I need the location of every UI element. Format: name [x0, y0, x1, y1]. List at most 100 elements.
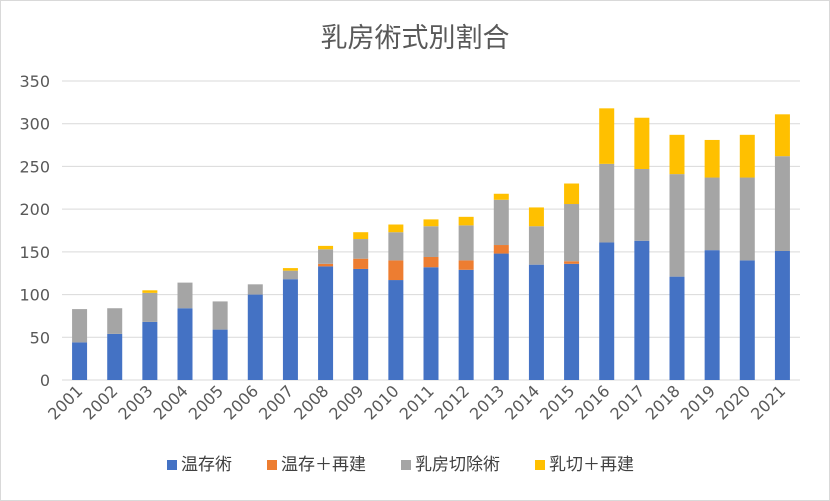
legend-swatch: [267, 460, 277, 470]
bar-segment-2-2021: [774, 156, 790, 252]
y-tick-label: 100: [19, 286, 50, 305]
bar-segment-3-2010: [388, 224, 404, 233]
bar-segment-3-2019: [704, 139, 720, 178]
bar-segment-0-2016: [599, 242, 615, 380]
y-tick-label: 200: [19, 200, 50, 219]
bar-segment-0-2018: [669, 276, 685, 380]
bar-segment-0-2014: [528, 264, 544, 380]
bar-segment-2-2014: [528, 226, 544, 265]
bar-segment-2-2010: [388, 232, 404, 261]
bar-segment-2-2004: [177, 282, 193, 309]
bar-segment-2-2011: [423, 226, 439, 257]
x-tick-label: 2003: [114, 381, 156, 423]
x-tick-label: 2011: [396, 381, 438, 423]
x-tick-label: 2013: [466, 381, 508, 423]
x-tick-label: 2020: [712, 381, 754, 423]
bar-segment-2-2012: [458, 225, 474, 261]
bar-segment-0-2011: [423, 267, 439, 380]
bar-segment-3-2016: [599, 108, 615, 164]
x-tick-label: 2014: [501, 381, 543, 423]
bar-segment-3-2007: [282, 268, 298, 271]
bar-segment-3-2014: [528, 207, 544, 227]
x-tick-label: 2018: [642, 381, 684, 423]
bar-segment-2-2015: [564, 204, 580, 262]
bar-segment-2-2003: [142, 292, 158, 322]
x-tick-label: 2019: [677, 381, 719, 423]
x-tick-label: 2005: [185, 381, 227, 423]
legend-swatch: [401, 460, 411, 470]
bar-segment-3-2017: [634, 117, 650, 169]
bar-segment-1-2008: [318, 263, 334, 267]
bar-segment-2-2020: [739, 177, 755, 261]
bar-segment-0-2001: [72, 342, 88, 380]
bar-segment-2-2013: [493, 199, 509, 246]
legend-label: 乳房切除術: [415, 455, 500, 475]
y-tick-label: 300: [19, 115, 50, 134]
bar-segment-0-2009: [353, 268, 369, 380]
legend-label: 乳切＋再建: [549, 455, 634, 475]
bar-segment-2-2005: [212, 301, 228, 330]
bar-segment-1-2010: [388, 260, 404, 281]
bar-segment-2-2009: [353, 239, 369, 259]
bar-segment-2-2007: [282, 270, 298, 280]
bar-segment-3-2003: [142, 290, 158, 293]
y-tick-label: 0: [40, 371, 50, 390]
bar-segment-0-2010: [388, 280, 404, 380]
y-tick-label: 350: [19, 72, 50, 91]
y-tick-label: 50: [30, 328, 50, 347]
bar-segment-0-2007: [282, 279, 298, 380]
bar-segment-1-2011: [423, 256, 439, 268]
bar-segment-2-2016: [599, 163, 615, 243]
chart-title: 乳房術式別割合: [321, 23, 510, 54]
bar-segment-3-2021: [774, 114, 790, 157]
bar-segment-3-2008: [318, 245, 334, 250]
bar-segment-3-2011: [423, 219, 439, 227]
bar-segment-1-2015: [564, 261, 580, 264]
bar-segment-3-2012: [458, 216, 474, 226]
bar-segment-0-2020: [739, 260, 755, 380]
bar-segment-0-2003: [142, 321, 158, 380]
x-tick-label: 2010: [360, 381, 402, 423]
bar-segment-0-2005: [212, 329, 228, 380]
y-tick-label: 250: [19, 157, 50, 176]
legend-swatch: [535, 460, 545, 470]
x-tick-label: 2016: [571, 381, 613, 423]
x-axis: 2001200220032004200520062007200820092010…: [44, 381, 789, 423]
bar-segment-0-2013: [493, 253, 509, 380]
bar-segment-0-2021: [774, 251, 790, 380]
x-tick-label: 2006: [220, 381, 262, 423]
y-axis: 0 50 100 150 200 250 300 350: [19, 72, 50, 390]
x-tick-label: 2015: [536, 381, 578, 423]
x-tick-label: 2004: [150, 381, 192, 423]
bar-segment-2-2001: [72, 309, 88, 343]
bar-segment-2-2017: [634, 168, 650, 241]
legend: 温存術 温存＋再建 乳房切除術 乳切＋再建: [167, 455, 634, 475]
bars: [72, 108, 790, 380]
bar-segment-3-2020: [739, 134, 755, 178]
bar-segment-0-2012: [458, 269, 474, 380]
bar-segment-0-2017: [634, 240, 650, 380]
x-tick-label: 2017: [606, 381, 648, 423]
x-tick-label: 2007: [255, 381, 297, 423]
bar-segment-2-2018: [669, 174, 685, 277]
legend-label: 温存＋再建: [281, 455, 366, 475]
x-tick-label: 2012: [431, 381, 473, 423]
x-tick-label: 2009: [325, 381, 367, 423]
bar-segment-2-2006: [247, 284, 263, 295]
x-tick-label: 2002: [79, 381, 121, 423]
bar-segment-0-2019: [704, 250, 720, 380]
bar-segment-3-2009: [353, 232, 369, 240]
bar-segment-1-2012: [458, 260, 474, 270]
bar-segment-0-2008: [318, 266, 334, 380]
bar-segment-0-2015: [564, 263, 580, 380]
x-tick-label: 2008: [290, 381, 332, 423]
legend-label: 温存術: [181, 455, 232, 475]
bar-segment-0-2006: [247, 294, 263, 380]
bar-segment-0-2004: [177, 308, 193, 380]
bar-segment-3-2018: [669, 134, 685, 175]
bar-segment-0-2002: [107, 333, 123, 380]
bar-segment-1-2009: [353, 258, 369, 269]
bar-segment-2-2008: [318, 249, 334, 264]
